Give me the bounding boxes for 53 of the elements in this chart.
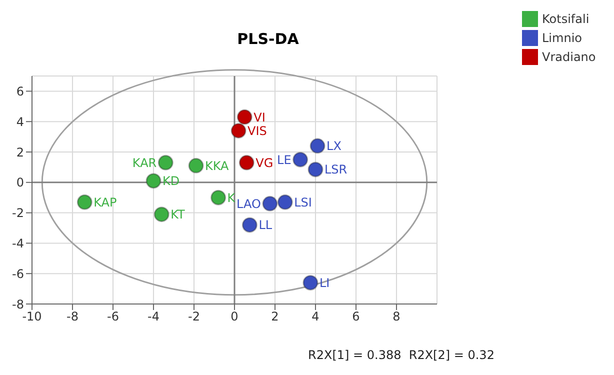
annotation: LX — [326, 139, 342, 154]
point — [76, 194, 92, 210]
point — [188, 158, 204, 174]
x-tick-label: -4 — [148, 310, 160, 324]
annotation: LL — [258, 218, 272, 232]
annotation: KKA — [205, 158, 230, 173]
point — [277, 194, 293, 210]
point — [154, 206, 170, 222]
point — [158, 154, 174, 170]
annotation: VIS — [248, 124, 267, 138]
y-tick-label: -4 — [12, 236, 24, 250]
x-tick-label: 2 — [271, 310, 279, 324]
text: R2X[1] = 0.388 R2X[2] = 0.32 — [308, 348, 494, 362]
chart-title: PLS-DA — [236, 30, 300, 48]
x-tick-label: 8 — [392, 310, 400, 324]
point — [242, 217, 258, 233]
annotation: KT — [170, 208, 186, 222]
y-tick-label: -2 — [12, 206, 24, 220]
y-tick-label: 4 — [16, 114, 24, 129]
legend-label: Kotsifali — [542, 12, 590, 26]
x-tick-label: -6 — [107, 310, 119, 324]
legend-label: Vradiano — [542, 50, 596, 64]
annotation: KAR — [132, 156, 157, 170]
x-tick-label: 4 — [312, 310, 320, 324]
x-tick-label: 6 — [352, 310, 360, 324]
point — [210, 190, 226, 206]
x-tick-label: 0 — [230, 310, 238, 324]
y-tick-label: -8 — [12, 297, 24, 312]
annotation: LSR — [324, 162, 348, 177]
y-tick-label: 6 — [16, 84, 24, 98]
point — [308, 162, 324, 178]
legend-label: Limnio — [542, 31, 582, 45]
y-tick-label: 0 — [16, 176, 24, 190]
annotation: LSI — [294, 195, 312, 210]
annotation: VI — [254, 110, 266, 124]
annotation: LAO — [236, 196, 261, 211]
y-tick-label: -6 — [12, 266, 24, 281]
x-tick-label: -8 — [66, 310, 78, 324]
annotation: LE — [277, 152, 292, 167]
point — [230, 122, 246, 138]
point — [238, 154, 254, 170]
point — [146, 173, 162, 189]
point — [302, 274, 318, 290]
point — [310, 138, 326, 154]
annotation: LI — [319, 276, 330, 290]
y-tick-label: 2 — [16, 145, 24, 160]
point — [262, 196, 278, 212]
x-tick-label: -2 — [188, 310, 200, 324]
annotation: KAP — [94, 195, 117, 210]
x-tick-label: -10 — [22, 310, 42, 324]
annotation: VG — [256, 156, 274, 170]
point — [292, 152, 308, 168]
point — [236, 109, 252, 125]
